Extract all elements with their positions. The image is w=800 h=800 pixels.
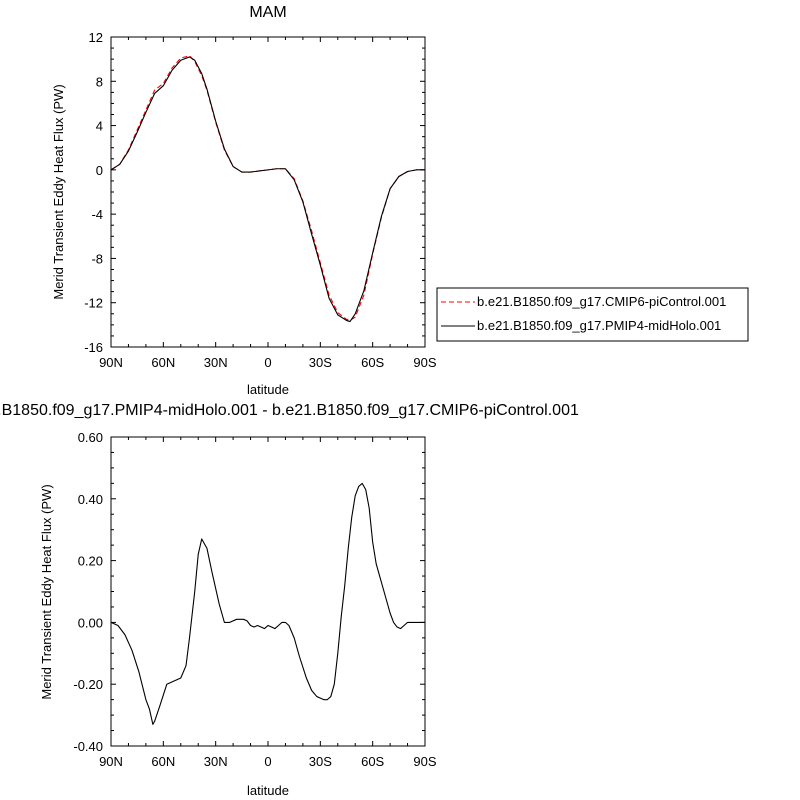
y-tick-label: -0.40 [73,739,103,754]
chart-top-title: MAM [249,4,286,21]
chart-top-y-axis-label: Merid Transient Eddy Heat Flux (PW) [51,84,66,299]
chart-top: MAM 90N 60N 30N 0 30S 60S 90S -16 -12 -8 -4 0 4 8 12 l… [51,4,437,397]
y-tick-label: -0.20 [73,677,103,692]
series-line-difference [110,482,425,725]
x-tick-label: 30S [309,355,332,370]
legend-label-picontrol: b.e21.B1850.f09_g17.CMIP6-piControl.001 [477,294,726,309]
y-tick-label: 12 [89,30,103,45]
x-tick-label: 60S [361,754,384,769]
chart-bottom-y-axis-label: Merid Transient Eddy Heat Flux (PW) [39,484,54,699]
y-tick-label: 0.00 [78,615,103,630]
y-tick-label: -8 [91,251,103,266]
y-tick-label: -12 [84,296,103,311]
y-tick-label: -16 [84,340,103,355]
x-tick-label: 0 [264,754,271,769]
x-tick-label: 30S [309,754,332,769]
series-line-pmip4-midholo [110,56,425,323]
legend-label-midholo: b.e21.B1850.f09_g17.PMIP4-midHolo.001 [477,318,721,333]
x-tick-label: 60S [361,355,384,370]
y-tick-label: 0 [96,163,103,178]
chart-bottom-x-axis-label: latitude [247,783,289,798]
x-tick-label: 30N [204,355,228,370]
legend-box [436,287,749,342]
x-tick-label: 90N [99,355,123,370]
y-tick-label: 0.40 [78,492,103,507]
x-tick-label: 0 [264,355,271,370]
y-tick-label: 4 [96,119,103,134]
y-tick-label: -4 [91,207,103,222]
chart-top-legend: b.e21.B1850.f09_g17.CMIP6-piControl.001 … [436,287,749,342]
x-tick-label: 90S [413,754,436,769]
chart-top-x-axis-label: latitude [247,382,289,397]
chart-top-series [110,55,425,323]
chart-bottom: b.e21.B1850.f09_g17.PMIP4-midHolo.001 - … [0,402,579,798]
chart-top-plot-frame [110,36,426,348]
y-tick-label: 0.60 [78,430,103,445]
y-tick-label: 0.20 [78,554,103,569]
y-tick-label: 8 [96,74,103,89]
chart-bottom-title: b.e21.B1850.f09_g17.PMIP4-midHolo.001 - … [0,402,579,419]
x-tick-label: 90N [99,754,123,769]
chart-top-ticks: 90N 60N 30N 0 30S 60S 90S -16 -12 -8 -4 0 4 8 12 [84,30,437,370]
chart-bottom-plot-frame [110,436,426,747]
x-tick-label: 60N [151,355,175,370]
chart-bottom-series [110,482,425,725]
x-tick-label: 90S [413,355,436,370]
x-tick-label: 30N [204,754,228,769]
chart-bottom-ticks: 90N 60N 30N 0 30S 60S 90S -0.40 -0.20 0.00 0.20 0.4… [73,430,437,769]
series-line-cmip6-picontrol [110,55,425,321]
x-tick-label: 60N [151,754,175,769]
